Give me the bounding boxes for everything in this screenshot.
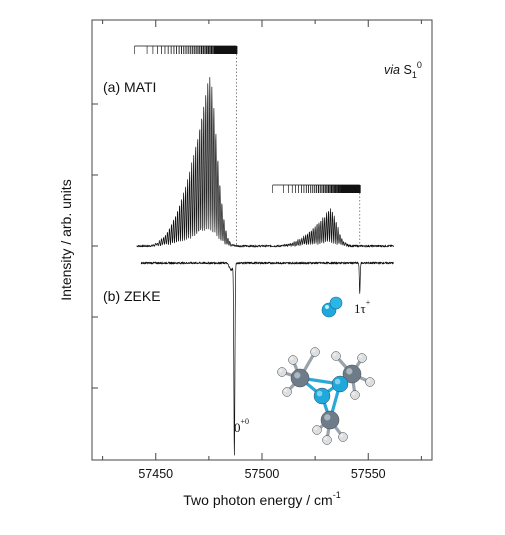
molecule-structure-image: [277, 347, 375, 445]
x-tick-label: 57550: [351, 467, 386, 481]
tau-label: 1τ+: [354, 298, 371, 316]
via-annotation: via S10: [384, 60, 422, 80]
progression-bars: [134, 45, 361, 193]
axis-ticks: [92, 20, 422, 460]
y-axis-title: Intensity / arb. units: [58, 179, 74, 300]
progression-bar: [272, 184, 361, 193]
x-tick-labels: 57450 57500 57550: [138, 467, 385, 481]
progression-bar: [134, 45, 238, 54]
mati-label: (a) MATI: [103, 79, 156, 95]
cation-icon: [321, 296, 343, 318]
origin-label: 0+0: [234, 417, 249, 435]
zeke-trace: [140, 261, 394, 456]
mati-trace: [136, 76, 395, 248]
x-axis-title: Two photon energy / cm-1: [183, 490, 340, 508]
zeke-label: (b) ZEKE: [103, 288, 161, 304]
x-tick-label: 57450: [138, 467, 173, 481]
x-tick-label: 57500: [245, 467, 280, 481]
